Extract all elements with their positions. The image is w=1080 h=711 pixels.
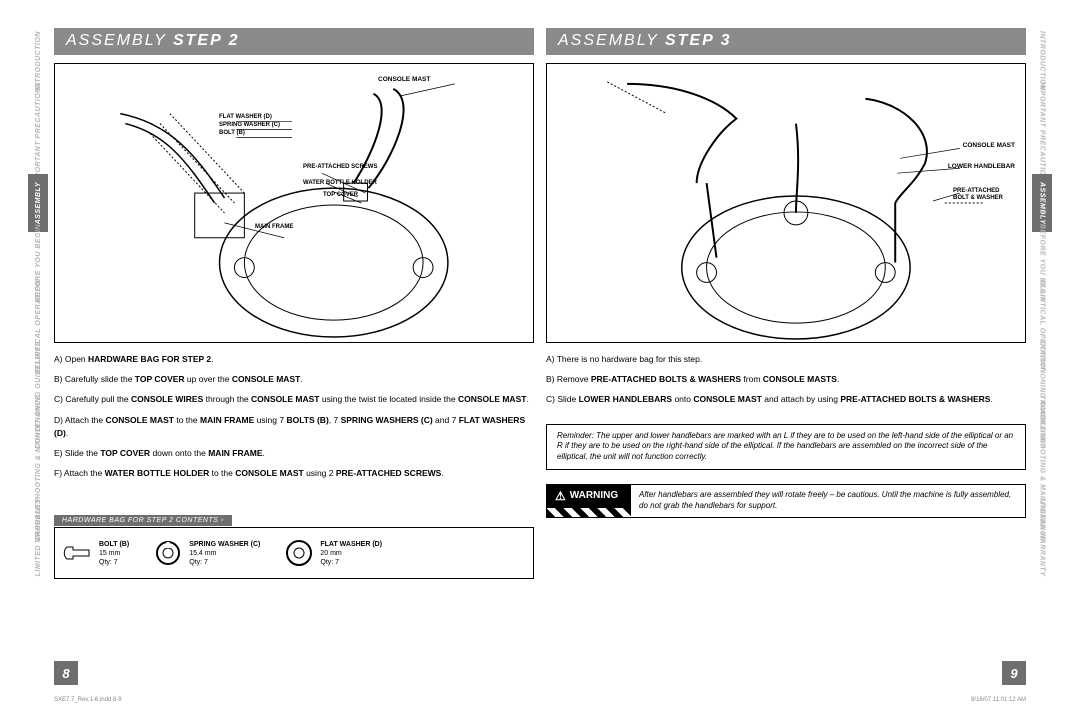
callout-top-cover: TOP COVER bbox=[323, 192, 358, 199]
hw-spring-washer: SPRING WASHER (C)15.4 mmQty: 7 bbox=[153, 538, 260, 568]
callout-bolt: BOLT (B) bbox=[219, 130, 245, 137]
warning-label: WARNING bbox=[547, 485, 631, 507]
tab-precautions[interactable]: IMPORTANT PRECAUTIONS bbox=[28, 96, 48, 172]
step2-illustration bbox=[55, 64, 533, 342]
page-spread: INTRODUCTION IMPORTANT PRECAUTIONS ASSEM… bbox=[0, 0, 1080, 711]
hw-flat-washer: FLAT WASHER (D)20 mmQty: 7 bbox=[284, 538, 382, 568]
hazard-stripes-icon bbox=[547, 507, 631, 517]
step2-header-prefix: ASSEMBLY bbox=[66, 32, 173, 49]
step3-header: ASSEMBLY STEP 3 bbox=[546, 28, 1026, 55]
reminder-box: Reminder: The upper and lower handlebars… bbox=[546, 424, 1026, 470]
page-left: ASSEMBLY STEP 2 bbox=[54, 28, 534, 711]
step2-diagram: CONSOLE MAST FLAT WASHER (D) SPRING WASH… bbox=[54, 63, 534, 343]
step3-illustration bbox=[547, 64, 1025, 342]
callout-main-frame: MAIN FRAME bbox=[255, 224, 293, 231]
flat-washer-icon bbox=[284, 538, 314, 568]
step2-header: ASSEMBLY STEP 2 bbox=[54, 28, 534, 55]
callout-water-bottle: WATER BOTTLE HOLDER bbox=[303, 180, 377, 187]
hardware-box: BOLT (B)15 mmQty: 7 SPRING WASHER (C)15.… bbox=[54, 527, 534, 579]
step2-instructions: A) Open HARDWARE BAG FOR STEP 2. B) Care… bbox=[54, 351, 534, 489]
step3-diagram: CONSOLE MAST LOWER HANDLEBAR PRE-ATTACHE… bbox=[546, 63, 1026, 343]
spring-washer-icon bbox=[153, 538, 183, 568]
step2-header-bold: STEP 2 bbox=[173, 32, 240, 49]
callout-console-mast: CONSOLE MAST bbox=[378, 76, 430, 83]
step3-header-prefix: ASSEMBLY bbox=[558, 32, 665, 49]
hardware-section: HARDWARE BAG FOR STEP 2 CONTENTS › BOLT … bbox=[54, 509, 534, 579]
footer-right: 8/16/07 11:01:12 AM bbox=[971, 697, 1026, 703]
tabs-right: INTRODUCTION IMPORTANT PRECAUTIONS ASSEM… bbox=[1032, 0, 1080, 711]
tabs-left: INTRODUCTION IMPORTANT PRECAUTIONS ASSEM… bbox=[0, 0, 48, 711]
tab-warranty-r[interactable]: LIMITED WARRANTY bbox=[1032, 508, 1052, 566]
callout-flat-washer: FLAT WASHER (D) bbox=[219, 114, 272, 121]
callout-console-mast-3: CONSOLE MAST bbox=[963, 142, 1015, 149]
page-number-right: 9 bbox=[1002, 661, 1026, 685]
step3-header-bold: STEP 3 bbox=[665, 32, 732, 49]
page-number-left: 8 bbox=[54, 661, 78, 685]
hw-bolt: BOLT (B)15 mmQty: 7 bbox=[63, 538, 129, 568]
warning-box: WARNING After handlebars are assembled t… bbox=[546, 484, 1026, 518]
callout-spring-washer: SPRING WASHER (C) bbox=[219, 122, 280, 129]
hardware-header: HARDWARE BAG FOR STEP 2 CONTENTS › bbox=[54, 515, 232, 526]
warning-text: After handlebars are assembled they will… bbox=[631, 486, 1025, 516]
callout-lower-handlebar: LOWER HANDLEBAR bbox=[948, 163, 1015, 170]
tab-troubleshooting-r[interactable]: TROUBLESHOOTING & MAINTENANCE bbox=[1032, 430, 1052, 506]
tab-troubleshooting[interactable]: TROUBLESHOOTING & MAINTENANCE bbox=[28, 430, 48, 506]
step3-instructions: A) There is no hardware bag for this ste… bbox=[546, 351, 1026, 416]
tab-precautions-r[interactable]: IMPORTANT PRECAUTIONS bbox=[1032, 96, 1052, 172]
callout-pre-bolt-washer: PRE-ATTACHED BOLT & WASHER bbox=[953, 188, 1015, 201]
callout-pre-screws: PRE-ATTACHED SCREWS bbox=[303, 164, 377, 171]
page-right: ASSEMBLY STEP 3 bbox=[546, 28, 1026, 711]
footer-left: SXE7.7_Rev.1-6.indd 8-9 bbox=[54, 697, 122, 703]
tab-warranty[interactable]: LIMITED WARRANTY bbox=[28, 508, 48, 566]
bolt-icon bbox=[63, 538, 93, 568]
content-area: ASSEMBLY STEP 2 bbox=[48, 0, 1032, 711]
